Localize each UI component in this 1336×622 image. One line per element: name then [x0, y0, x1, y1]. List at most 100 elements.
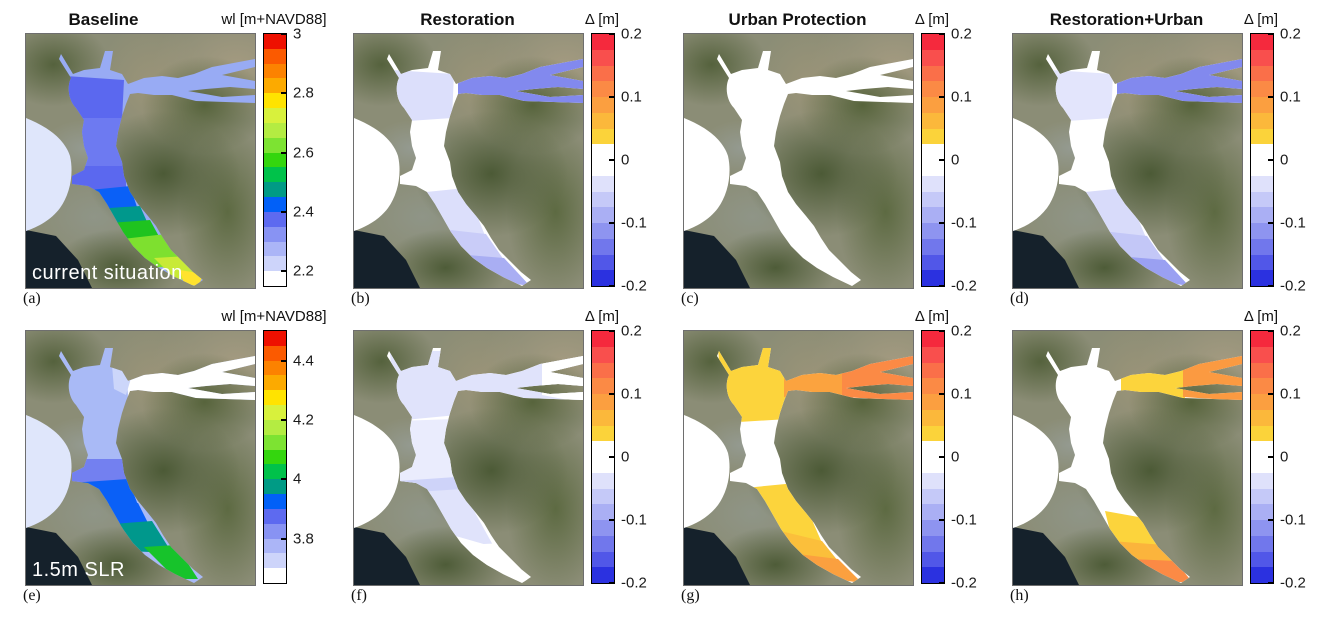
panel-letter: (d) — [1010, 290, 1029, 307]
colorbar-segment — [264, 508, 286, 524]
colorbar-segment — [922, 191, 944, 208]
colorbar-title: Δ [m] — [584, 11, 620, 28]
map-baseline-current: current situation — [25, 33, 256, 289]
coastal-ocean-region — [354, 118, 400, 231]
coastal-ocean-region — [684, 415, 730, 528]
water-level-band — [1065, 188, 1147, 240]
colorbar-body — [263, 330, 287, 584]
colorbar-segment — [922, 238, 944, 255]
colorbar-delta — [921, 33, 945, 287]
colorbar-segment — [592, 207, 614, 223]
colorbar-tick-label: 0 — [621, 448, 630, 466]
colorbar-tick — [1268, 582, 1273, 584]
colorbar-tick-label: 0.2 — [1280, 322, 1301, 340]
colorbar-segment — [592, 238, 614, 255]
colorbar-tick — [281, 92, 286, 95]
colorbar-tick-labels: 3 2.8 2.6 2.4 2.2 — [293, 26, 337, 286]
colorbar-segment — [264, 211, 286, 227]
colorbar-segment — [592, 331, 614, 347]
water-level-band — [402, 489, 494, 547]
colorbar-segment — [264, 63, 286, 79]
colorbar-tick-labels: 0.2 0.1 0 -0.1 -0.2 — [621, 26, 665, 295]
colorbar-segment — [592, 488, 614, 505]
colorbar-tick — [609, 330, 614, 332]
colorbar-segment — [922, 520, 944, 536]
colorbar-segment — [592, 65, 614, 82]
colorbar-tick — [609, 582, 614, 584]
colorbar-segment — [592, 191, 614, 208]
colorbar-segment — [264, 122, 286, 138]
colorbar-tick-labels: 0.2 0.1 0 -0.1 -0.2 — [1280, 323, 1324, 592]
colorbar-delta — [591, 330, 615, 584]
colorbar-delta — [1250, 330, 1274, 584]
water-level-band — [66, 76, 124, 122]
colorbar-segment — [922, 175, 944, 192]
colorbar-segment — [1251, 144, 1273, 160]
colorbar-segment — [922, 254, 944, 271]
colorbar-segment — [1251, 34, 1273, 50]
colorbar-segment — [922, 65, 944, 82]
colorbar-tick — [281, 270, 286, 273]
colorbar-tick-label: -0.1 — [621, 214, 647, 232]
colorbar-segment — [264, 182, 286, 198]
colorbar-tick — [1268, 393, 1273, 395]
colorbar-segment — [922, 441, 944, 457]
colorbar-segment — [922, 394, 944, 410]
colorbar-segment — [1251, 254, 1273, 271]
water-level-band — [398, 419, 454, 485]
colorbar-tick-label: 0 — [951, 151, 960, 169]
colorbar-segment — [264, 434, 286, 450]
colorbar-title: wl [m+NAVD88] — [221, 11, 327, 28]
colorbar-segment — [1251, 378, 1273, 394]
colorbar-body — [1250, 330, 1274, 584]
colorbar-tick-label: -0.1 — [951, 214, 977, 232]
colorbar-tick — [1268, 33, 1273, 35]
panel-letter: (a) — [23, 290, 41, 307]
bay-map-overlay — [684, 348, 913, 585]
colorbar-segment — [264, 449, 286, 465]
colorbar-segment — [592, 425, 614, 442]
colorbar-title: Δ [m] — [914, 308, 950, 325]
colorbar-title: Δ [m] — [1243, 308, 1279, 325]
panel-letter: (h) — [1010, 587, 1029, 604]
panel-a-baseline: Baseline wl [m+NAVD88] current situation… — [23, 10, 337, 325]
colorbar-segment — [264, 48, 286, 64]
colorbar-tick-label: 0.1 — [951, 88, 972, 106]
colorbar-tick-label: 0.2 — [621, 25, 642, 43]
colorbar-segment — [1251, 472, 1273, 489]
deep-ocean-region — [684, 230, 750, 288]
colorbar-segment — [1251, 128, 1273, 145]
colorbar-segment — [1251, 520, 1273, 536]
colorbar-delta — [921, 330, 945, 584]
colorbar-segment — [264, 538, 286, 554]
water-level-band — [70, 166, 126, 192]
colorbar-segment — [592, 346, 614, 363]
colorbar-segment — [1251, 457, 1273, 473]
colorbar-segment — [592, 81, 614, 97]
map-baseline-slr: 1.5m SLR — [25, 330, 256, 586]
colorbar-segment — [592, 394, 614, 410]
panel-letter: (f) — [351, 587, 367, 604]
water-level-band — [718, 348, 788, 423]
water-level-band — [1051, 70, 1113, 122]
colorbar-segment — [592, 551, 614, 568]
coastal-ocean-region — [26, 415, 72, 528]
colorbar-segment — [592, 457, 614, 473]
colorbar-segment — [922, 535, 944, 552]
panel-title: Urban Protection — [728, 10, 867, 29]
colorbar-tick-label: 0.2 — [621, 322, 642, 340]
bay-map-overlay — [1013, 51, 1242, 288]
water-level-band — [1183, 348, 1242, 401]
colorbar-segment — [922, 457, 944, 473]
colorbar-segment — [922, 362, 944, 379]
colorbar-segment — [1251, 504, 1273, 520]
colorbar-tick — [609, 456, 614, 458]
panel-title: Restoration — [420, 10, 515, 29]
panel-title: Restoration+Urban — [1049, 10, 1204, 29]
colorbar-segment — [592, 362, 614, 379]
colorbar-segment — [592, 112, 614, 129]
colorbar-tick — [1268, 159, 1273, 161]
scenario-note: current situation — [32, 262, 183, 284]
colorbar-segment — [264, 419, 286, 435]
colorbar-tick-label: 2.8 — [293, 84, 314, 102]
